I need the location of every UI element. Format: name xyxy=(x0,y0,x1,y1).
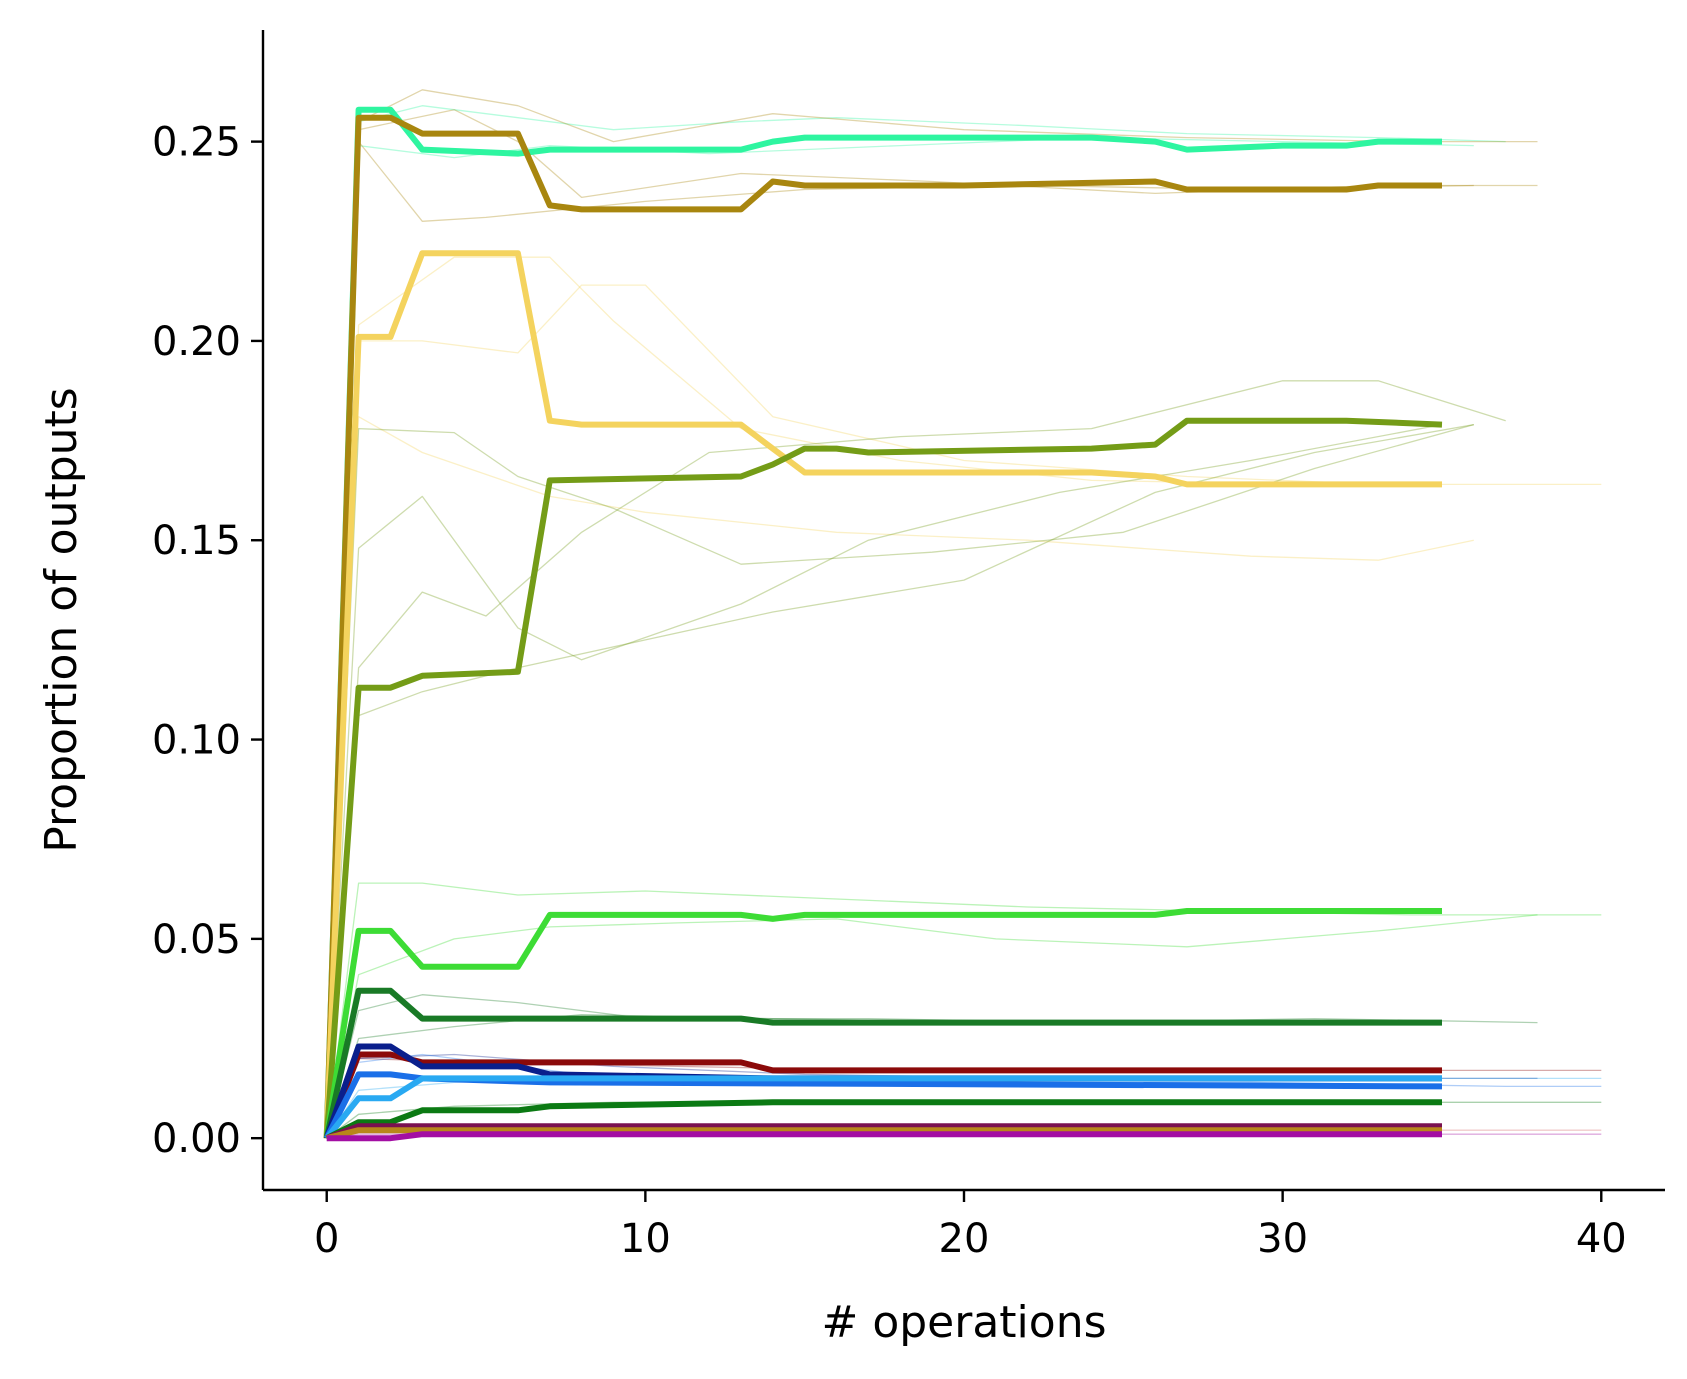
faint-run-line-8 xyxy=(326,380,1506,1139)
faint-run-line-0 xyxy=(326,105,1506,1139)
faint-run-lines xyxy=(326,89,1602,1139)
series-line-9 xyxy=(324,1075,1442,1141)
y-tick-label: 0.00 xyxy=(152,1116,241,1162)
y-tick-label: 0.15 xyxy=(152,518,241,564)
x-tick-label: 0 xyxy=(314,1216,339,1262)
faint-run-line-4 xyxy=(326,140,1474,1139)
series-line-3 xyxy=(323,417,1443,1139)
x-tick-label: 20 xyxy=(939,1216,990,1262)
y-tick-label: 0.25 xyxy=(152,120,241,166)
series-line-4 xyxy=(323,908,1442,1139)
faint-run-line-5 xyxy=(326,256,1602,1139)
x-axis-title: # operations xyxy=(821,1297,1106,1348)
y-tick-label: 0.10 xyxy=(152,718,241,764)
faint-run-line-6 xyxy=(326,284,1379,1139)
series-line-8 xyxy=(324,1071,1443,1140)
series-line-10 xyxy=(325,1099,1442,1141)
faint-run-line-11 xyxy=(326,423,1443,1139)
y-tick-label: 0.05 xyxy=(152,917,241,963)
x-tick-label: 10 xyxy=(620,1216,671,1262)
mean-series-lines xyxy=(323,106,1443,1142)
x-tick-label: 40 xyxy=(1576,1216,1627,1262)
x-ticks: 0 10 20 30 40 xyxy=(314,1190,1627,1262)
series-line-5 xyxy=(323,987,1442,1139)
y-axis-title: Proportion of outputs xyxy=(36,387,87,852)
faint-run-line-10 xyxy=(326,423,1474,1139)
faint-run-line-1 xyxy=(326,136,1474,1139)
series-line-13 xyxy=(326,1131,1442,1142)
series-line-0 xyxy=(323,106,1442,1139)
faint-run-line-3 xyxy=(326,109,1538,1139)
faint-run-line-9 xyxy=(326,423,1474,1139)
y-tick-label: 0.20 xyxy=(152,319,241,365)
y-ticks: 0.00 0.05 0.10 0.15 0.20 0.25 xyxy=(152,120,263,1162)
series-line-1 xyxy=(323,114,1442,1139)
x-tick-label: 30 xyxy=(1257,1216,1308,1262)
series-line-2 xyxy=(323,250,1442,1139)
faint-run-line-13 xyxy=(326,914,1538,1139)
faint-run-line-7 xyxy=(326,416,1474,1139)
faint-run-line-2 xyxy=(326,89,1538,1139)
